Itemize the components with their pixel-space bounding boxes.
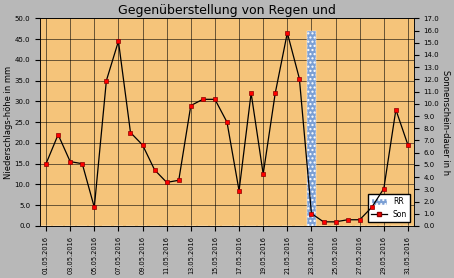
Bar [306,31,316,226]
Bar [89,225,99,226]
Legend: RR, Son: RR, Son [368,194,410,222]
Title: Gegenüberstellung von Regen und: Gegenüberstellung von Regen und [118,4,336,17]
Y-axis label: Niederschlags-höhe in mm: Niederschlags-höhe in mm [4,66,13,179]
Y-axis label: Sonnenschein-dauer in h: Sonnenschein-dauer in h [441,70,450,175]
